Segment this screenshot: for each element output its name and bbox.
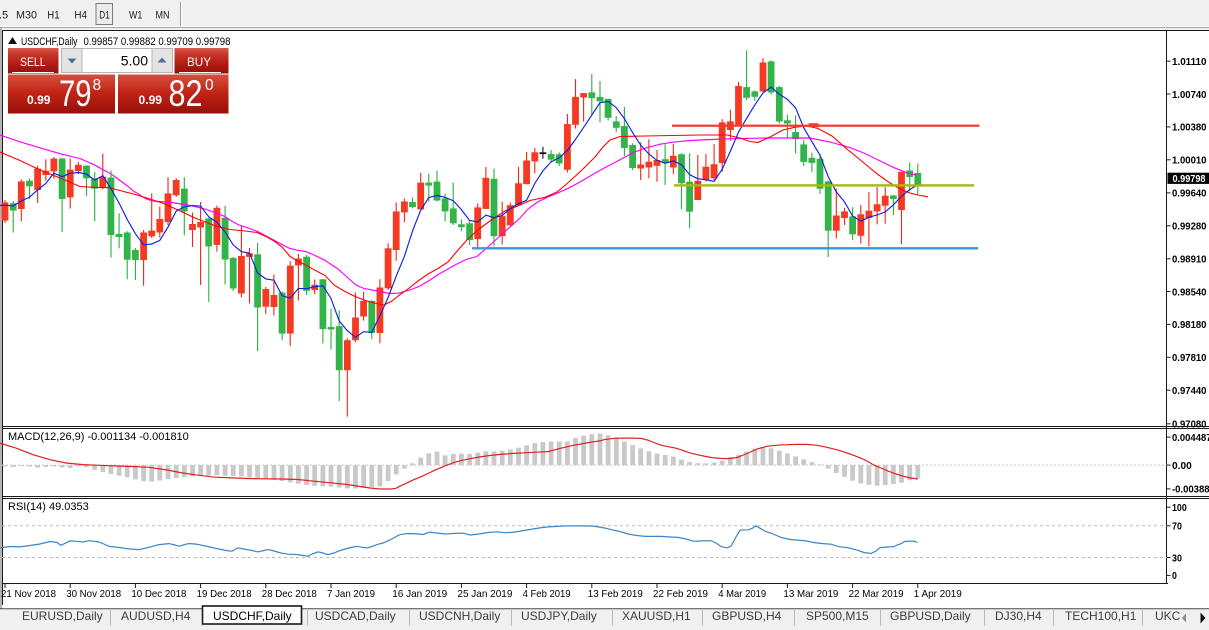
svg-text:0.99640: 0.99640 [1172, 188, 1207, 200]
svg-text:22 Feb 2019: 22 Feb 2019 [653, 588, 708, 600]
svg-text:0.004487: 0.004487 [1172, 432, 1209, 444]
svg-text:0.98540: 0.98540 [1172, 286, 1207, 298]
svg-text:0.97080: 0.97080 [1172, 419, 1207, 431]
svg-text:1.00010: 1.00010 [1172, 155, 1207, 167]
svg-text:10 Dec 2018: 10 Dec 2018 [131, 588, 186, 600]
svg-text:30 Nov 2018: 30 Nov 2018 [66, 588, 121, 600]
svg-text:19 Dec 2018: 19 Dec 2018 [197, 588, 252, 600]
svg-text:4 Mar 2019: 4 Mar 2019 [718, 588, 766, 600]
svg-text:BUY: BUY [187, 55, 211, 69]
svg-text:82: 82 [169, 73, 203, 114]
svg-text:0: 0 [1172, 570, 1177, 582]
svg-text:0.00: 0.00 [1172, 460, 1192, 472]
svg-text:0.99: 0.99 [139, 95, 163, 107]
svg-text:USDCAD,Daily: USDCAD,Daily [315, 609, 396, 623]
svg-text:0.99798: 0.99798 [1173, 174, 1206, 185]
svg-text:0.99857 0.99882 0.99709 0.9979: 0.99857 0.99882 0.99709 0.99798 [84, 36, 231, 48]
svg-text:0.97810: 0.97810 [1172, 352, 1207, 364]
svg-text:13 Feb 2019: 13 Feb 2019 [588, 588, 643, 600]
svg-text:EURUSD,Daily: EURUSD,Daily [22, 609, 103, 623]
svg-text:22 Mar 2019: 22 Mar 2019 [849, 588, 904, 600]
svg-text:UKC: UKC [1155, 609, 1181, 623]
svg-text:H1: H1 [47, 10, 59, 22]
svg-text:0.98910: 0.98910 [1172, 254, 1207, 266]
svg-text:30: 30 [1172, 552, 1182, 564]
svg-text:USDJPY,Daily: USDJPY,Daily [521, 609, 597, 623]
svg-text:MN: MN [156, 10, 170, 22]
svg-text:70: 70 [1172, 521, 1182, 533]
svg-text:5.00: 5.00 [121, 53, 148, 69]
svg-text:0: 0 [205, 77, 214, 94]
svg-text:0.98180: 0.98180 [1172, 319, 1207, 331]
svg-text:1 Apr 2019: 1 Apr 2019 [914, 588, 962, 600]
svg-text:DJ30,H4: DJ30,H4 [995, 609, 1042, 623]
svg-text:.5: .5 [0, 10, 8, 22]
svg-text:XAUUSD,H1: XAUUSD,H1 [622, 609, 691, 623]
svg-text:TECH100,H1: TECH100,H1 [1065, 609, 1137, 623]
svg-text:GBPUSD,Daily: GBPUSD,Daily [890, 609, 971, 623]
svg-text:1.00740: 1.00740 [1172, 89, 1207, 101]
svg-text:13 Mar 2019: 13 Mar 2019 [783, 588, 838, 600]
svg-text:1.00380: 1.00380 [1172, 122, 1207, 134]
svg-text:W1: W1 [129, 10, 142, 22]
svg-text:USDCHF,Daily: USDCHF,Daily [213, 609, 292, 623]
svg-text:0.99280: 0.99280 [1172, 221, 1207, 233]
svg-text:28 Dec 2018: 28 Dec 2018 [262, 588, 317, 600]
svg-text:79: 79 [59, 73, 92, 114]
svg-text:16 Jan 2019: 16 Jan 2019 [392, 588, 447, 600]
svg-text:USDCNH,Daily: USDCNH,Daily [419, 609, 500, 623]
svg-text:4 Feb 2019: 4 Feb 2019 [523, 588, 571, 600]
svg-text:21 Nov 2018: 21 Nov 2018 [1, 588, 56, 600]
svg-text:7 Jan 2019: 7 Jan 2019 [327, 588, 375, 600]
svg-text:0.97440: 0.97440 [1172, 385, 1207, 397]
svg-text:RSI(14) 49.0353: RSI(14) 49.0353 [8, 501, 89, 513]
svg-text:SP500,M15: SP500,M15 [806, 609, 869, 623]
svg-text:H4: H4 [74, 10, 87, 22]
svg-text:MACD(12,26,9) -0.001134 -0.001: MACD(12,26,9) -0.001134 -0.001810 [8, 431, 189, 443]
svg-text:M30: M30 [16, 10, 37, 22]
svg-text:D1: D1 [99, 10, 110, 22]
svg-text:GBPUSD,H4: GBPUSD,H4 [712, 609, 782, 623]
svg-text:8: 8 [93, 77, 102, 94]
svg-text:USDCHF,Daily: USDCHF,Daily [21, 36, 78, 48]
svg-text:1.01110: 1.01110 [1172, 56, 1207, 68]
svg-text:SELL: SELL [20, 55, 46, 69]
svg-text:25 Jan 2019: 25 Jan 2019 [457, 588, 512, 600]
svg-text:100: 100 [1172, 502, 1187, 514]
svg-text:AUDUSD,H4: AUDUSD,H4 [121, 609, 191, 623]
svg-text:-0.003883: -0.003883 [1172, 484, 1209, 496]
svg-text:0.99: 0.99 [27, 95, 51, 107]
